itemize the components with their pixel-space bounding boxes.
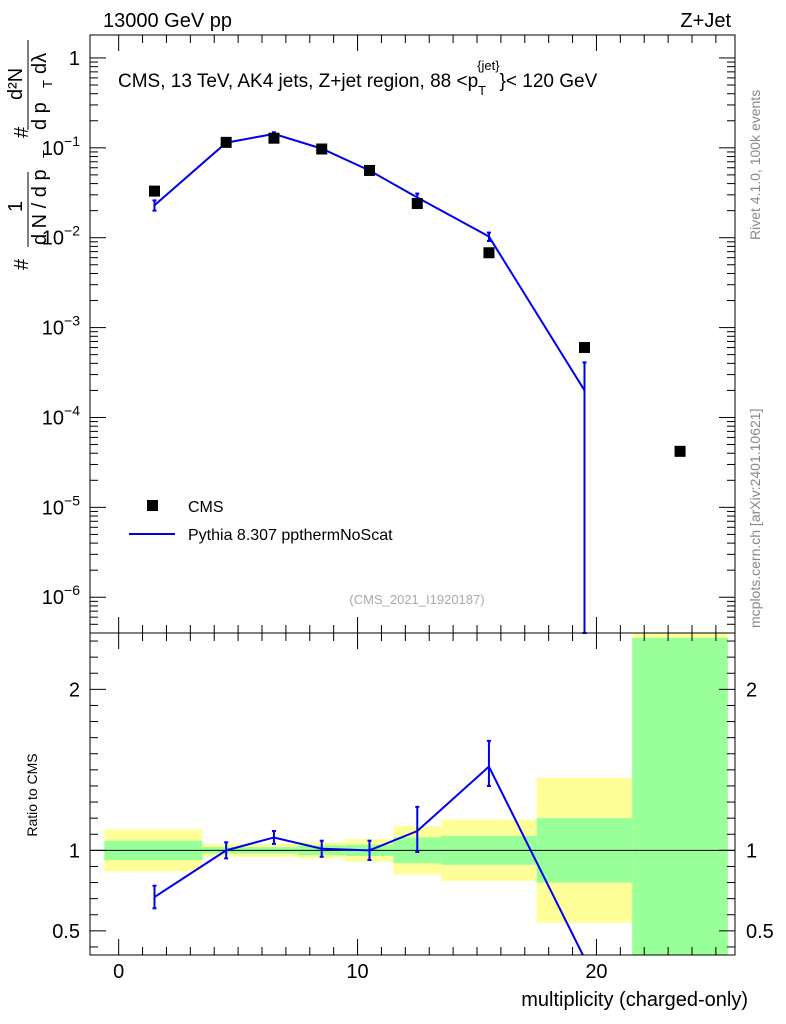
ratio-y-tick-label-right: 2 <box>746 679 757 701</box>
ylabel-dlambda: dλ <box>29 53 51 74</box>
main-title-text: CMS, 13 TeV, AK4 jets, Z+jet region, 88 … <box>118 71 478 92</box>
header-left-label: 13000 GeV pp <box>103 10 232 32</box>
mcplots-label: mcplots.cern.ch [arXiv:2401.10621] <box>747 409 763 628</box>
main-y-tick-label-exp: −5 <box>64 492 80 508</box>
ratio-band-inner <box>632 637 728 955</box>
main-y-tick-label: 10−4 <box>42 402 80 429</box>
ylabel-one: 1 <box>5 201 27 212</box>
ratio-mc-series <box>152 739 584 956</box>
cms-data-point <box>268 132 280 144</box>
main-y-tick-label-base: 10 <box>42 587 64 609</box>
ratio-y-axis-label: Ratio to CMS <box>24 753 40 836</box>
ratio-y-tick-label: 1 <box>69 840 80 862</box>
data-series <box>149 132 686 457</box>
x-tick-label: 10 <box>346 961 368 983</box>
cms-data-point <box>316 143 328 155</box>
ratio-panel: 0.5 0.51 12 20 10 20 Ratio to CMS multiplicit… <box>24 632 774 1011</box>
main-y-tick-label: 10−1 <box>42 133 80 160</box>
main-y-tick-label-exp: −4 <box>64 402 80 418</box>
legend-cms-marker <box>147 500 158 511</box>
ylabel-hash-1: # <box>11 258 33 270</box>
main-y-axis-label: # 1 d N / d p T # d²N d p T dλ <box>5 40 55 270</box>
x-axis-label: multiplicity (charged-only) <box>521 989 748 1011</box>
main-y-tick-label-base: 10 <box>42 407 64 429</box>
ratio-axis-ticks <box>90 633 735 955</box>
main-y-tick-label: 10−6 <box>42 582 80 609</box>
x-tick-label: 0 <box>113 961 124 983</box>
main-y-tick-label: 10−3 <box>42 313 80 340</box>
main-y-tick-label: 1 <box>69 48 80 70</box>
main-y-tick-label-base: 10 <box>42 228 64 250</box>
main-y-tick-label-base: 1 <box>69 48 80 70</box>
ratio-y-tick-label: 0.5 <box>52 921 80 943</box>
ratio-y-tick-label: 2 <box>69 679 80 701</box>
legend-mc-label: Pythia 8.307 ppthermNoScat <box>188 527 393 544</box>
cms-data-point <box>364 164 375 176</box>
main-y-tick-label-base: 10 <box>42 497 64 519</box>
main-y-tick-label-exp: −1 <box>64 133 80 149</box>
main-y-tick-label-base: 10 <box>42 318 64 340</box>
ylabel-d2n: d²N <box>5 68 27 100</box>
main-title: CMS, 13 TeV, AK4 jets, Z+jet region, 88 … <box>118 58 598 98</box>
main-title-tail: }< 120 GeV <box>500 71 598 92</box>
main-y-tick-labels: 110−110−210−310−410−510−6 <box>42 48 80 609</box>
cms-data-point <box>411 198 423 210</box>
ylabel-dn-t: T <box>40 150 55 158</box>
ylabel-dpt: d p <box>29 102 51 130</box>
legend: CMS Pythia 8.307 ppthermNoScat <box>129 499 393 544</box>
cms-data-point <box>220 136 232 148</box>
main-title-sub: T <box>478 83 486 98</box>
mc-line <box>153 132 586 391</box>
cms-data-point <box>674 445 686 457</box>
ratio-panel-frame <box>89 632 736 956</box>
main-y-tick-label-exp: −2 <box>64 223 80 239</box>
legend-cms-label: CMS <box>188 499 224 516</box>
main-y-tick-label-exp: −3 <box>64 313 80 329</box>
header-right-label: Z+Jet <box>680 10 731 32</box>
rivet-version-label: Rivet 4.1.0, 100k events <box>747 90 763 240</box>
cms-data-point <box>579 342 590 354</box>
cms-data-point <box>149 185 160 197</box>
main-y-tick-label: 10−5 <box>42 492 80 519</box>
main-y-tick-label: 10−2 <box>42 223 80 250</box>
main-axis-ticks <box>90 35 735 634</box>
main-title-sup: {jet} <box>477 58 500 73</box>
ratio-uncertainty-bands <box>90 633 735 955</box>
main-panel: 110−110−210−310−410−510−6 CMS, 13 TeV, A… <box>5 34 736 634</box>
ylabel-dpt-t: T <box>40 80 55 88</box>
mc-series <box>152 131 587 634</box>
main-y-tick-label-base: 10 <box>42 138 64 160</box>
ratio-y-tick-label-right: 0.5 <box>746 921 774 943</box>
analysis-watermark: (CMS_2021_I1920187) <box>349 592 484 607</box>
ratio-tick-labels: 0.5 0.51 12 20 10 20 <box>52 679 774 983</box>
main-y-tick-label-exp: −6 <box>64 582 80 598</box>
cms-data-point <box>483 247 495 259</box>
ylabel-dn-dpt: d N / d p <box>29 169 51 245</box>
ratio-y-tick-label-right: 1 <box>746 840 757 862</box>
main-panel-frame <box>89 34 736 634</box>
x-tick-label: 20 <box>585 961 607 983</box>
ratio-mc-line <box>153 765 584 956</box>
